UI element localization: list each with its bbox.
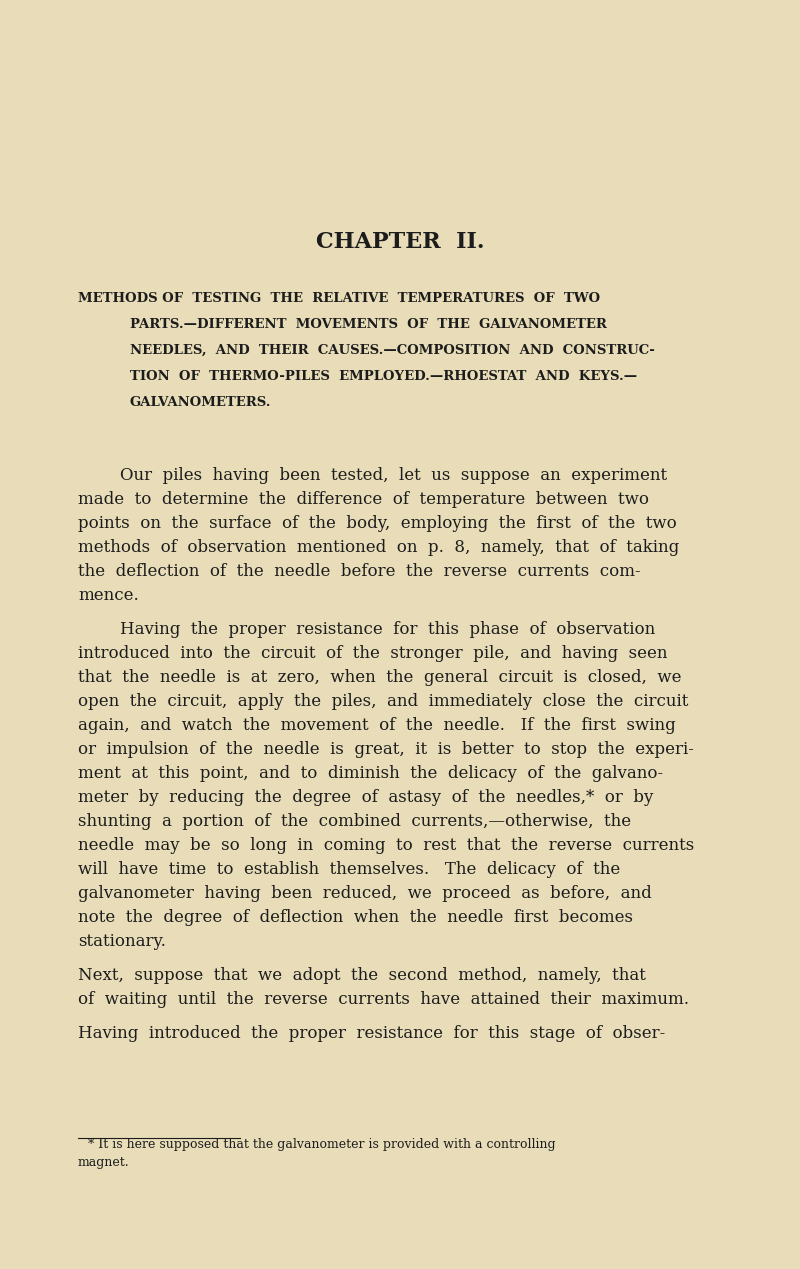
Text: open  the  circuit,  apply  the  piles,  and  immediately  close  the  circuit: open the circuit, apply the piles, and i… (78, 693, 688, 709)
Text: introduced  into  the  circuit  of  the  stronger  pile,  and  having  seen: introduced into the circuit of the stron… (78, 645, 667, 662)
Text: note  the  degree  of  deflection  when  the  needle  first  becomes: note the degree of deflection when the n… (78, 909, 633, 926)
Text: stationary.: stationary. (78, 933, 166, 950)
Text: mence.: mence. (78, 588, 138, 604)
Text: Our  piles  having  been  tested,  let  us  suppose  an  experiment: Our piles having been tested, let us sup… (120, 467, 667, 483)
Text: or  impulsion  of  the  needle  is  great,  it  is  better  to  stop  the  exper: or impulsion of the needle is great, it … (78, 741, 694, 758)
Text: will  have  time  to  establish  themselves.   The  delicacy  of  the: will have time to establish themselves. … (78, 860, 620, 878)
Text: Having  the  proper  resistance  for  this  phase  of  observation: Having the proper resistance for this ph… (120, 621, 655, 638)
Text: galvanometer  having  been  reduced,  we  proceed  as  before,  and: galvanometer having been reduced, we pro… (78, 884, 652, 902)
Text: GALVANOMETERS.: GALVANOMETERS. (130, 396, 271, 409)
Text: METHODS OF  TESTING  THE  RELATIVE  TEMPERATURES  OF  TWO: METHODS OF TESTING THE RELATIVE TEMPERAT… (78, 292, 600, 305)
Text: Next,  suppose  that  we  adopt  the  second  method,  namely,  that: Next, suppose that we adopt the second m… (78, 967, 646, 983)
Text: CHAPTER  II.: CHAPTER II. (316, 231, 484, 253)
Text: methods  of  observation  mentioned  on  p.  8,  namely,  that  of  taking: methods of observation mentioned on p. 8… (78, 539, 679, 556)
Text: points  on  the  surface  of  the  body,  employing  the  first  of  the  two: points on the surface of the body, emplo… (78, 515, 677, 532)
Text: that  the  needle  is  at  zero,  when  the  general  circuit  is  closed,  we: that the needle is at zero, when the gen… (78, 669, 682, 687)
Text: NEEDLES,  AND  THEIR  CAUSES.—COMPOSITION  AND  CONSTRUC-: NEEDLES, AND THEIR CAUSES.—COMPOSITION A… (130, 344, 655, 357)
Text: Having  introduced  the  proper  resistance  for  this  stage  of  obser-: Having introduced the proper resistance … (78, 1025, 666, 1042)
Text: shunting  a  portion  of  the  combined  currents,—otherwise,  the: shunting a portion of the combined curre… (78, 813, 631, 830)
Text: again,  and  watch  the  movement  of  the  needle.   If  the  first  swing: again, and watch the movement of the nee… (78, 717, 676, 733)
Text: meter  by  reducing  the  degree  of  astasy  of  the  needles,*  or  by: meter by reducing the degree of astasy o… (78, 789, 654, 806)
Text: of  waiting  until  the  reverse  currents  have  attained  their  maximum.: of waiting until the reverse currents ha… (78, 991, 689, 1008)
Text: PARTS.—DIFFERENT  MOVEMENTS  OF  THE  GALVANOMETER: PARTS.—DIFFERENT MOVEMENTS OF THE GALVAN… (130, 319, 607, 331)
Text: ment  at  this  point,  and  to  diminish  the  delicacy  of  the  galvano-: ment at this point, and to diminish the … (78, 765, 663, 782)
Text: the  deflection  of  the  needle  before  the  reverse  currents  com-: the deflection of the needle before the … (78, 563, 641, 580)
Text: needle  may  be  so  long  in  coming  to  rest  that  the  reverse  currents: needle may be so long in coming to rest … (78, 838, 694, 854)
Text: TION  OF  THERMO-PILES  EMPLOYED.—RHOESTAT  AND  KEYS.—: TION OF THERMO-PILES EMPLOYED.—RHOESTAT … (130, 371, 637, 383)
Text: * It is here supposed that the galvanometer is provided with a controlling: * It is here supposed that the galvanome… (88, 1138, 556, 1151)
Text: made  to  determine  the  difference  of  temperature  between  two: made to determine the difference of temp… (78, 491, 649, 508)
Text: magnet.: magnet. (78, 1156, 130, 1169)
